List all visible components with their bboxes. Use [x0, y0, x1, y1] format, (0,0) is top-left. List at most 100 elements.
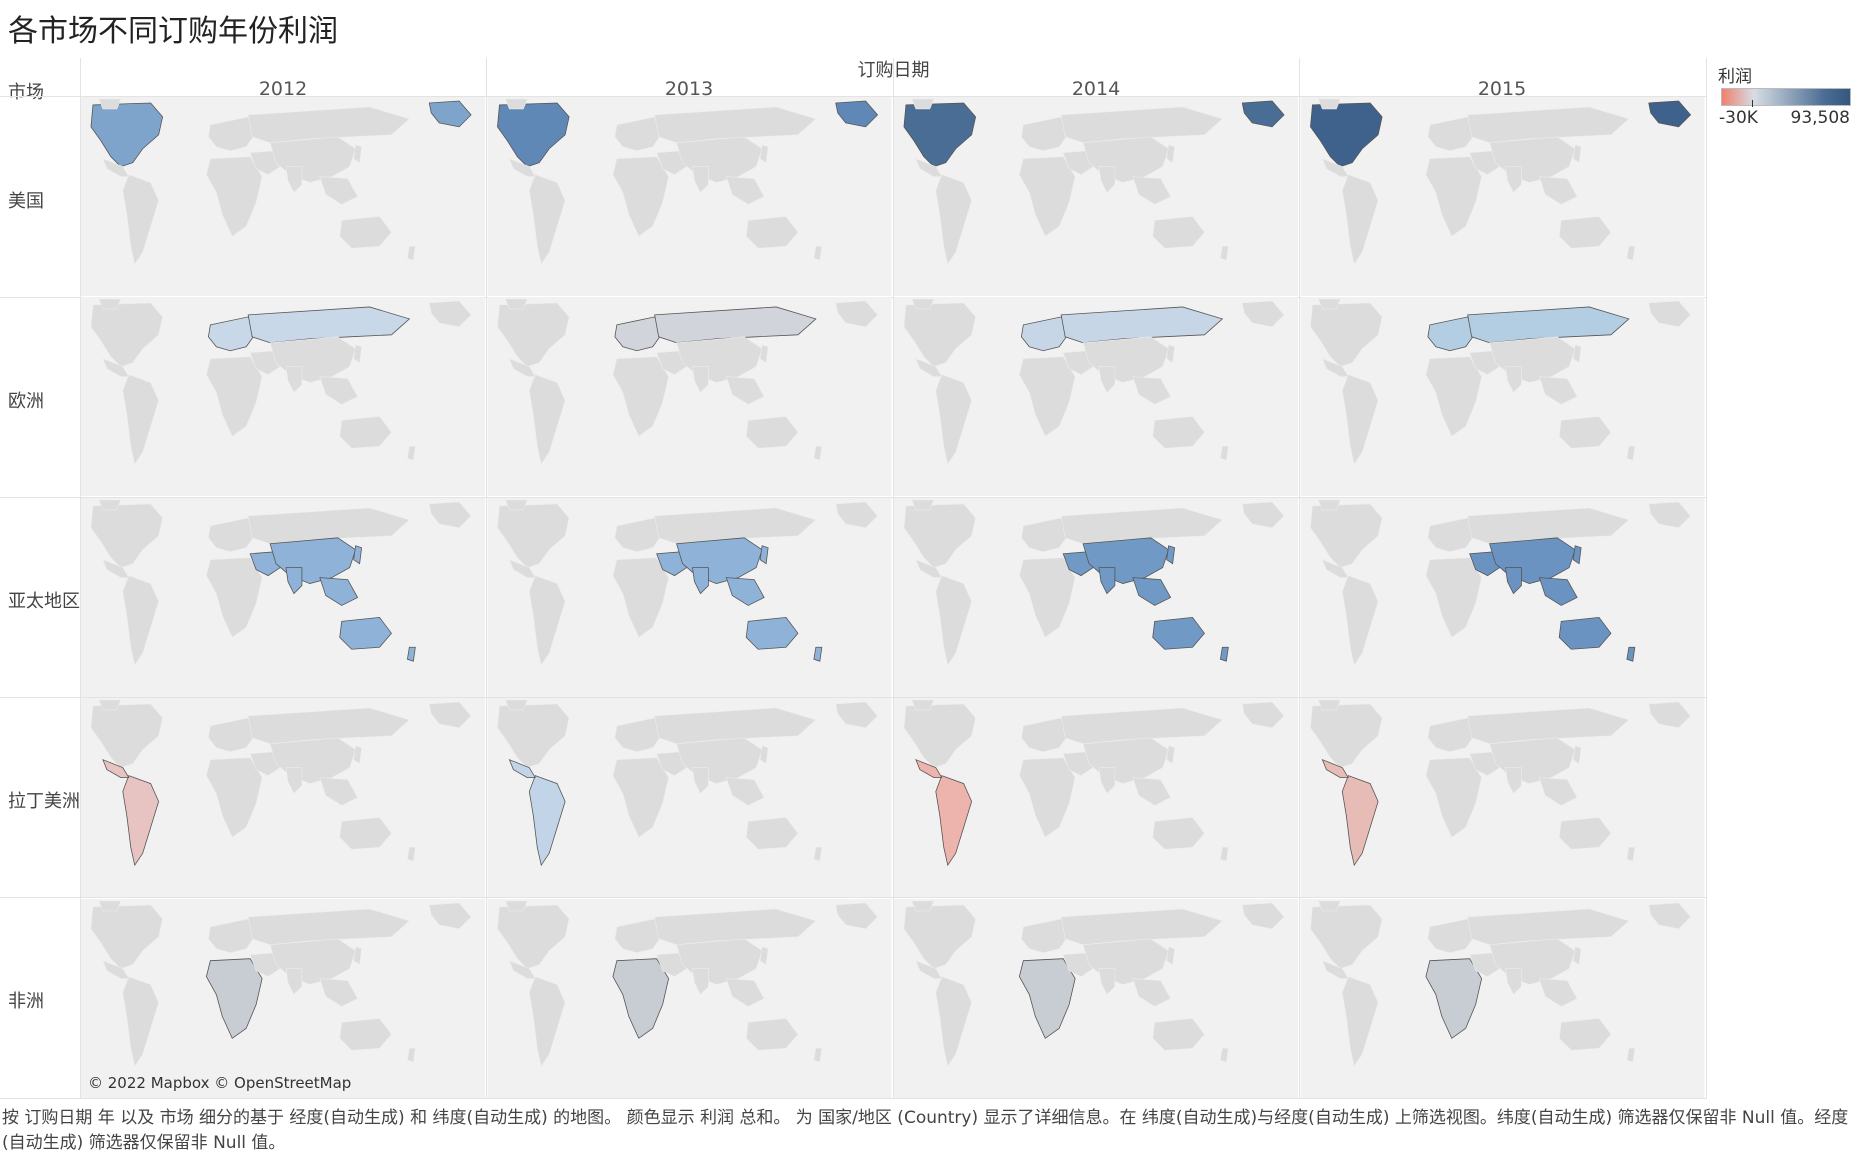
- country-region: [319, 977, 359, 1007]
- country-region: [1220, 847, 1229, 862]
- world-map[interactable]: [81, 497, 485, 697]
- world-map[interactable]: [894, 898, 1298, 1098]
- country-region: [1341, 575, 1379, 666]
- country-region-highlighted: [835, 100, 879, 128]
- country-region: [1341, 174, 1379, 265]
- country-region: [1098, 166, 1116, 194]
- country-region: [247, 707, 410, 745]
- world-map[interactable]: [1300, 698, 1705, 898]
- map-cell[interactable]: [487, 497, 892, 697]
- world-map[interactable]: [81, 97, 485, 296]
- world-map[interactable]: [487, 297, 892, 497]
- map-cell[interactable]: [1300, 898, 1705, 1098]
- country-region: [508, 358, 536, 378]
- world-map[interactable]: [81, 898, 485, 1098]
- world-map[interactable]: [81, 698, 485, 898]
- map-cell[interactable]: [1300, 497, 1705, 697]
- map-cell[interactable]: [1300, 698, 1705, 898]
- map-cell[interactable]: [1300, 297, 1705, 497]
- country-region: [1152, 216, 1205, 249]
- country-region: [835, 501, 878, 528]
- map-cell[interactable]: [81, 297, 485, 497]
- country-region: [98, 299, 122, 310]
- country-region: [90, 303, 163, 368]
- country-region: [654, 707, 817, 745]
- map-cell[interactable]: [1300, 97, 1705, 296]
- country-region: [1626, 446, 1636, 461]
- map-cell[interactable]: [81, 898, 485, 1098]
- world-map[interactable]: [487, 898, 892, 1098]
- map-cell[interactable]: [894, 97, 1298, 296]
- year-header-2015: 2015: [1477, 78, 1527, 100]
- country-region: [1469, 350, 1500, 376]
- world-map[interactable]: [487, 497, 892, 697]
- country-region-highlighted: [692, 567, 709, 594]
- map-cell[interactable]: [487, 698, 892, 898]
- country-region: [1469, 150, 1500, 175]
- country-region: [745, 416, 799, 449]
- world-map[interactable]: [894, 97, 1298, 296]
- world-map[interactable]: [1300, 497, 1705, 697]
- country-region: [1572, 745, 1582, 765]
- map-cell[interactable]: [487, 97, 892, 296]
- legend-color-bar[interactable]: [1721, 88, 1851, 106]
- country-region-highlighted: [497, 102, 570, 168]
- world-map[interactable]: [894, 698, 1298, 898]
- world-map[interactable]: [487, 698, 892, 898]
- country-region: [1558, 817, 1612, 850]
- world-map[interactable]: [1300, 297, 1705, 497]
- legend-min-label: -30K: [1719, 108, 1758, 128]
- grid-divider: [0, 1098, 1707, 1099]
- map-cell[interactable]: [894, 297, 1298, 497]
- country-region: [497, 503, 570, 568]
- map-cell[interactable]: [894, 898, 1298, 1098]
- country-region: [654, 106, 817, 144]
- map-attribution[interactable]: © 2022 Mapbox © OpenStreetMap: [88, 1074, 352, 1092]
- map-cell[interactable]: [487, 898, 892, 1098]
- map-cell[interactable]: [81, 497, 485, 697]
- map-cell[interactable]: [894, 497, 1298, 697]
- country-region: [339, 416, 392, 449]
- world-map[interactable]: [487, 97, 892, 296]
- country-region: [1467, 908, 1630, 945]
- map-cell[interactable]: [487, 297, 892, 497]
- year-header-2013: 2013: [664, 78, 714, 100]
- country-region: [1538, 176, 1578, 205]
- country-region: [504, 499, 528, 511]
- country-region: [759, 344, 769, 364]
- grid-divider: [486, 58, 487, 1098]
- world-map[interactable]: [81, 297, 485, 497]
- country-region-highlighted: [1241, 100, 1285, 128]
- country-region: [1317, 699, 1341, 711]
- country-region: [247, 507, 410, 544]
- country-region: [339, 1017, 392, 1051]
- country-region: [1166, 144, 1175, 164]
- world-map[interactable]: [1300, 898, 1705, 1098]
- country-region-highlighted: [1321, 759, 1349, 779]
- world-map[interactable]: [1300, 97, 1705, 296]
- world-map[interactable]: [894, 497, 1298, 697]
- map-cell[interactable]: [81, 97, 485, 296]
- world-map[interactable]: [894, 297, 1298, 497]
- country-region: [835, 701, 878, 729]
- country-region-highlighted: [654, 306, 817, 344]
- market-label-apac: 亚太地区: [8, 591, 80, 612]
- country-region: [1321, 558, 1349, 578]
- country-region: [1467, 707, 1630, 745]
- country-region-highlighted: [1341, 775, 1379, 867]
- map-grid[interactable]: [80, 96, 1707, 1098]
- country-region: [428, 902, 472, 929]
- country-region: [1220, 446, 1229, 461]
- country-region: [1166, 745, 1175, 765]
- map-cell[interactable]: [81, 698, 485, 898]
- country-region: [1220, 245, 1229, 261]
- country-region: [319, 376, 359, 406]
- country-region: [98, 499, 122, 511]
- country-region-highlighted: [1166, 545, 1176, 565]
- map-cell[interactable]: [894, 698, 1298, 898]
- country-region: [353, 945, 362, 965]
- country-region: [1505, 166, 1522, 194]
- country-region: [1310, 303, 1383, 368]
- country-region: [1505, 366, 1522, 394]
- country-region-highlighted: [249, 551, 281, 576]
